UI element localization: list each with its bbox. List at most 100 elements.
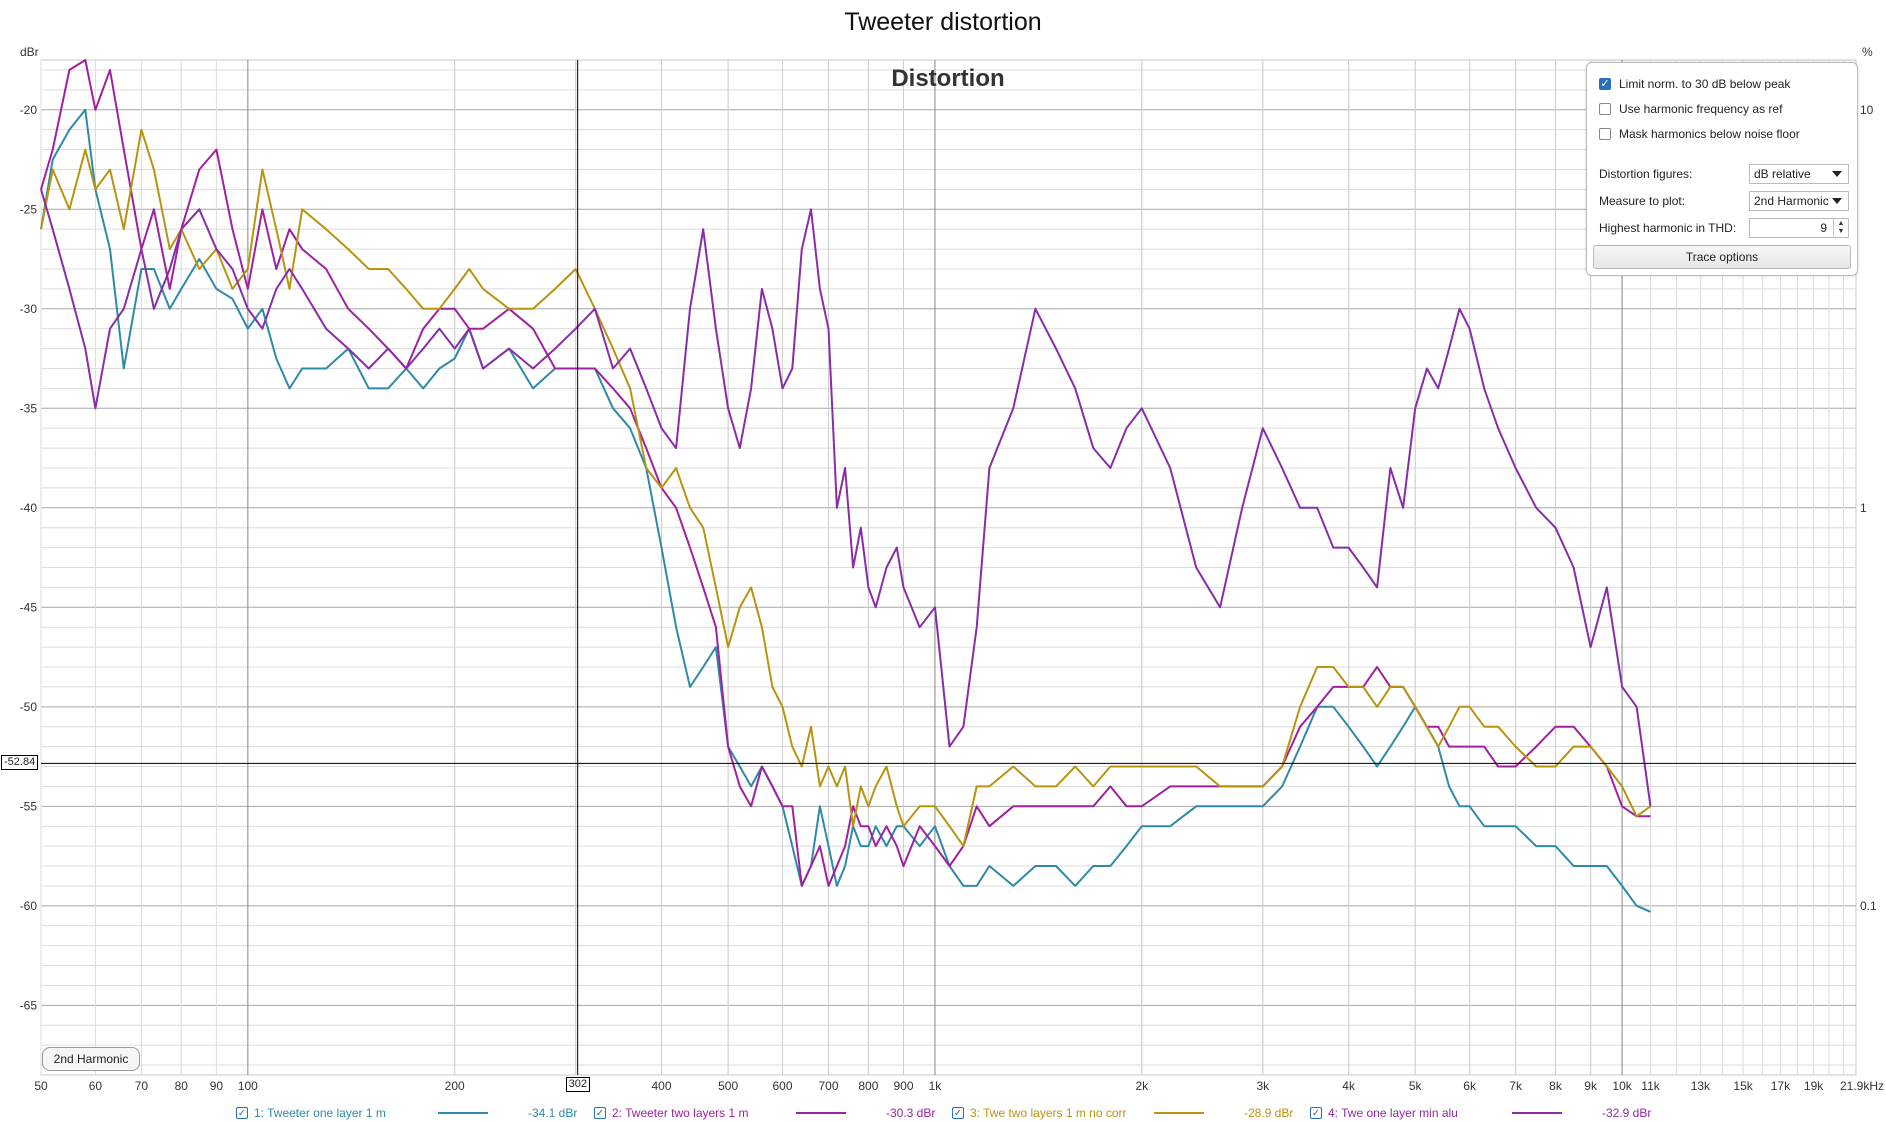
measure-to-plot-row: Measure to plot: 2nd Harmonic bbox=[1599, 190, 1849, 212]
legend-checkbox-3[interactable]: ✓ bbox=[952, 1107, 964, 1119]
spin-arrows-icon[interactable]: ▲ ▼ bbox=[1833, 219, 1848, 237]
series-line-4 bbox=[40, 189, 1652, 807]
legend-swatch-2 bbox=[796, 1112, 846, 1114]
mask-harmonics-checkbox[interactable] bbox=[1599, 128, 1611, 140]
legend-checkbox-2[interactable]: ✓ bbox=[594, 1107, 606, 1119]
limit-norm-checkbox[interactable]: ✓ bbox=[1599, 78, 1611, 90]
legend-label-4: 4: Twe one layer min alu bbox=[1328, 1106, 1458, 1120]
y-tick-label: -45 bbox=[20, 600, 38, 614]
x-tick-label: 2k bbox=[1135, 1079, 1149, 1093]
x-tick-label: 500 bbox=[718, 1079, 738, 1093]
legend-swatch-1 bbox=[438, 1112, 488, 1114]
legend-swatch-3 bbox=[1154, 1112, 1204, 1114]
harmonic-selector-button[interactable]: 2nd Harmonic bbox=[42, 1047, 140, 1071]
x-tick-label: 80 bbox=[175, 1079, 189, 1093]
x-tick-label: 9k bbox=[1584, 1079, 1598, 1093]
legend-item-3[interactable]: ✓ 3: Twe two layers 1 m no corr -28.9 dB… bbox=[952, 1106, 1293, 1120]
grid bbox=[40, 59, 1857, 1076]
x-tick-label: 6k bbox=[1463, 1079, 1477, 1093]
mask-harmonics-label: Mask harmonics below noise floor bbox=[1619, 127, 1800, 141]
y-tick-label: -55 bbox=[20, 799, 38, 813]
y-tick-label: -35 bbox=[20, 401, 38, 415]
x-tick-label: 21.9kHz bbox=[1840, 1079, 1884, 1093]
y-axis-unit: dBr bbox=[20, 45, 39, 59]
series-lines bbox=[40, 59, 1652, 913]
distortion-figures-select[interactable]: dB relative bbox=[1749, 164, 1849, 184]
y-tick-label: -60 bbox=[20, 899, 38, 913]
x-tick-label: 10k bbox=[1612, 1079, 1632, 1093]
trace-options-button[interactable]: Trace options bbox=[1593, 245, 1851, 269]
x-tick-label: 200 bbox=[445, 1079, 465, 1093]
x-tick-label: 70 bbox=[135, 1079, 149, 1093]
x-tick-label: 100 bbox=[238, 1079, 258, 1093]
legend-swatch-4 bbox=[1512, 1112, 1562, 1114]
legend-value-4: -32.9 dBr bbox=[1602, 1106, 1652, 1120]
x-tick-label: 7k bbox=[1509, 1079, 1523, 1093]
x-tick-label: 17k bbox=[1771, 1079, 1791, 1093]
window-title: Tweeter distortion bbox=[844, 8, 1042, 36]
chart-title: Distortion bbox=[891, 65, 1004, 92]
measure-to-plot-value: 2nd Harmonic bbox=[1754, 194, 1829, 208]
legend-checkbox-1[interactable]: ✓ bbox=[236, 1107, 248, 1119]
x-tick-label: 3k bbox=[1256, 1079, 1270, 1093]
x-tick-label: 19k bbox=[1804, 1079, 1824, 1093]
right-axis-unit: % bbox=[1862, 45, 1873, 59]
x-tick-label: 50 bbox=[34, 1079, 48, 1093]
legend-item-4[interactable]: ✓ 4: Twe one layer min alu -32.9 dBr bbox=[1310, 1106, 1651, 1120]
legend-label-3: 3: Twe two layers 1 m no corr bbox=[970, 1106, 1127, 1120]
legend-item-2[interactable]: ✓ 2: Tweeter two layers 1 m -30.3 dBr bbox=[594, 1106, 935, 1120]
cursor-x-readout: 302 bbox=[565, 1077, 591, 1092]
use-harmonic-checkbox[interactable] bbox=[1599, 103, 1611, 115]
highest-harmonic-label: Highest harmonic in THD: bbox=[1599, 221, 1737, 235]
legend-label-2: 2: Tweeter two layers 1 m bbox=[612, 1106, 749, 1120]
highest-harmonic-spinbox[interactable]: 9 ▲ ▼ bbox=[1749, 218, 1849, 238]
legend-label-1: 1: Tweeter one layer 1 m bbox=[254, 1106, 386, 1120]
mask-harmonics-option[interactable]: Mask harmonics below noise floor bbox=[1599, 125, 1800, 143]
x-tick-label: 5k bbox=[1409, 1079, 1423, 1093]
distortion-figures-row: Distortion figures: dB relative bbox=[1599, 163, 1849, 185]
cursor-y-readout: -52.84 bbox=[1, 755, 39, 771]
x-tick-label: 400 bbox=[652, 1079, 672, 1093]
x-tick-label: 900 bbox=[894, 1079, 914, 1093]
series-line-1 bbox=[40, 108, 1651, 913]
legend-value-3: -28.9 dBr bbox=[1244, 1106, 1294, 1120]
use-harmonic-label: Use harmonic frequency as ref bbox=[1619, 102, 1783, 116]
distortion-options-panel: ✓ Limit norm. to 30 dB below peak Use ha… bbox=[1586, 62, 1858, 276]
y-tick-label: -30 bbox=[20, 302, 38, 316]
legend-item-1[interactable]: ✓ 1: Tweeter one layer 1 m -34.1 dBr bbox=[236, 1106, 577, 1120]
chevron-down-icon bbox=[1832, 171, 1842, 177]
y-tick-label: -40 bbox=[20, 501, 38, 515]
x-tick-label: 90 bbox=[210, 1079, 224, 1093]
use-harmonic-option[interactable]: Use harmonic frequency as ref bbox=[1599, 100, 1782, 118]
x-tick-label: 11k bbox=[1641, 1079, 1660, 1093]
axes: -20 -25 -30 -35 -40 -45 -50 -55 -60 -65 10 1 0.1 50 60… bbox=[20, 103, 1884, 1093]
highest-harmonic-value: 9 bbox=[1820, 221, 1827, 235]
highest-harmonic-row: Highest harmonic in THD: 9 ▲ ▼ bbox=[1599, 217, 1849, 239]
limit-norm-option[interactable]: ✓ Limit norm. to 30 dB below peak bbox=[1599, 75, 1790, 93]
x-tick-label: 600 bbox=[773, 1079, 793, 1093]
x-tick-label: 60 bbox=[89, 1079, 103, 1093]
cursor bbox=[41, 60, 1856, 1075]
y-tick-label: -20 bbox=[20, 103, 38, 117]
measure-to-plot-label: Measure to plot: bbox=[1599, 194, 1686, 208]
right-tick-label: 0.1 bbox=[1860, 899, 1877, 913]
x-tick-label: 1k bbox=[929, 1079, 943, 1093]
series-line-3 bbox=[40, 128, 1652, 848]
right-tick-label: 10 bbox=[1860, 103, 1874, 117]
legend-value-1: -34.1 dBr bbox=[528, 1106, 578, 1120]
distortion-figures-value: dB relative bbox=[1754, 167, 1811, 181]
x-tick-label: 15k bbox=[1733, 1079, 1753, 1093]
measure-to-plot-select[interactable]: 2nd Harmonic bbox=[1749, 191, 1849, 211]
y-tick-label: -65 bbox=[20, 998, 38, 1012]
chevron-down-icon bbox=[1832, 198, 1842, 204]
y-tick-label: -50 bbox=[20, 700, 38, 714]
y-tick-label: -25 bbox=[20, 202, 38, 216]
legend-checkbox-4[interactable]: ✓ bbox=[1310, 1107, 1322, 1119]
limit-norm-label: Limit norm. to 30 dB below peak bbox=[1619, 77, 1791, 91]
x-tick-label: 8k bbox=[1549, 1079, 1563, 1093]
x-tick-label: 700 bbox=[819, 1079, 839, 1093]
right-tick-label: 1 bbox=[1860, 501, 1867, 515]
legend-value-2: -30.3 dBr bbox=[886, 1106, 936, 1120]
distortion-figures-label: Distortion figures: bbox=[1599, 167, 1693, 181]
